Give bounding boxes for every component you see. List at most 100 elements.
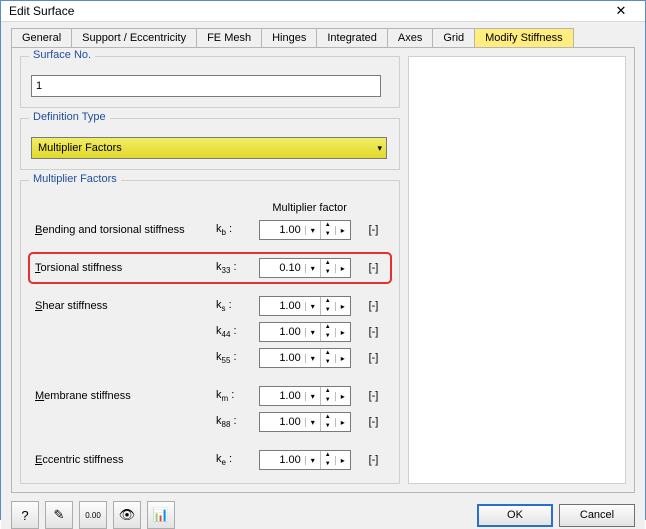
factor-value: 1.00 xyxy=(260,224,305,236)
factor-symbol: km : xyxy=(212,383,255,409)
cancel-button[interactable]: Cancel xyxy=(559,504,635,527)
tab-modify-stiffness[interactable]: Modify Stiffness xyxy=(474,28,573,47)
step-down-icon[interactable]: ▼ xyxy=(321,332,335,341)
chevron-down-icon[interactable]: ▾ xyxy=(305,328,320,337)
surface-no-input[interactable] xyxy=(31,75,381,97)
step-up-icon[interactable]: ▲ xyxy=(321,221,335,230)
chevron-down-icon[interactable]: ▾ xyxy=(305,226,320,235)
step-up-icon[interactable]: ▲ xyxy=(321,413,335,422)
legend-surface-no: Surface No. xyxy=(29,49,95,61)
factor-value: 0.10 xyxy=(260,262,305,274)
factor-row: Torsional stiffnessk33 :0.10▾▲▼▸[-] xyxy=(31,255,389,281)
factor-row: Membrane stiffnesskm :1.00▾▲▼▸ [-] xyxy=(31,383,389,409)
factor-row: k55 :1.00▾▲▼▸ [-] xyxy=(31,345,389,371)
help-icon[interactable]: ? xyxy=(11,501,39,529)
column-header-factor: Multiplier factor xyxy=(255,199,365,217)
chevron-down-icon[interactable]: ▾ xyxy=(305,418,320,427)
preview-panel xyxy=(408,56,626,484)
factor-symbol: k33 : xyxy=(212,255,255,281)
factor-unit: [-] xyxy=(365,255,389,281)
step-down-icon[interactable]: ▼ xyxy=(321,396,335,405)
close-button[interactable]: ✕ xyxy=(601,1,641,21)
chevron-down-icon[interactable]: ▾ xyxy=(305,302,320,311)
eye-icon[interactable]: 👁 xyxy=(113,501,141,529)
factor-label: Eccentric stiffness xyxy=(31,447,212,473)
step-down-icon[interactable]: ▼ xyxy=(321,306,335,315)
spinner-extra-icon[interactable]: ▸ xyxy=(335,226,350,235)
factor-row: Bending and torsional stiffnesskb :1.00▾… xyxy=(31,217,389,243)
step-up-icon[interactable]: ▲ xyxy=(321,323,335,332)
factor-label: Membrane stiffness xyxy=(31,383,212,409)
factor-spinner[interactable]: 1.00▾▲▼▸ xyxy=(259,348,351,368)
edit-surface-window: Edit Surface ✕ GeneralSupport / Eccentri… xyxy=(0,0,646,520)
tab-integrated[interactable]: Integrated xyxy=(316,28,388,47)
step-up-icon[interactable]: ▲ xyxy=(321,259,335,268)
factor-value: 1.00 xyxy=(260,326,305,338)
step-up-icon[interactable]: ▲ xyxy=(321,349,335,358)
tab-page-modify-stiffness: Surface No. Definition Type Multiplier F… xyxy=(11,48,635,493)
factor-spinner[interactable]: 0.10▾▲▼▸ xyxy=(259,258,351,278)
spinner-extra-icon[interactable]: ▸ xyxy=(335,456,350,465)
definition-type-combo[interactable]: Multiplier Factors ▾ xyxy=(31,137,387,159)
factor-label xyxy=(31,409,212,435)
edit-icon[interactable]: ✎ xyxy=(45,501,73,529)
factor-spinner[interactable]: 1.00▾▲▼▸ xyxy=(259,296,351,316)
ok-button[interactable]: OK xyxy=(477,504,553,527)
chevron-down-icon: ▾ xyxy=(377,143,382,154)
factor-label: Bending and torsional stiffness xyxy=(31,217,212,243)
factor-spinner[interactable]: 1.00▾▲▼▸ xyxy=(259,412,351,432)
factor-value: 1.00 xyxy=(260,416,305,428)
factor-symbol: ks : xyxy=(212,293,255,319)
step-down-icon[interactable]: ▼ xyxy=(321,358,335,367)
step-up-icon[interactable]: ▲ xyxy=(321,451,335,460)
factor-symbol: k88 : xyxy=(212,409,255,435)
factor-unit: [-] xyxy=(365,383,389,409)
factor-spinner[interactable]: 1.00▾▲▼▸ xyxy=(259,322,351,342)
factor-spinner[interactable]: 1.00▾▲▼▸ xyxy=(259,386,351,406)
factor-unit: [-] xyxy=(365,345,389,371)
factor-unit: [-] xyxy=(365,293,389,319)
spinner-extra-icon[interactable]: ▸ xyxy=(335,392,350,401)
step-down-icon[interactable]: ▼ xyxy=(321,230,335,239)
factor-symbol: ke : xyxy=(212,447,255,473)
tab-fe-mesh[interactable]: FE Mesh xyxy=(196,28,262,47)
factor-symbol: k55 : xyxy=(212,345,255,371)
factor-row: Shear stiffnessks :1.00▾▲▼▸[-] xyxy=(31,293,389,319)
spinner-extra-icon[interactable]: ▸ xyxy=(335,328,350,337)
chevron-down-icon[interactable]: ▾ xyxy=(305,264,320,273)
step-up-icon[interactable]: ▲ xyxy=(321,387,335,396)
value-icon[interactable]: 0.00 xyxy=(79,501,107,529)
factor-unit: [-] xyxy=(365,409,389,435)
definition-type-value: Multiplier Factors xyxy=(38,142,122,154)
step-down-icon[interactable]: ▼ xyxy=(321,268,335,277)
titlebar: Edit Surface ✕ xyxy=(1,1,645,22)
factor-spinner[interactable]: 1.00▾▲▼▸ xyxy=(259,450,351,470)
step-down-icon[interactable]: ▼ xyxy=(321,460,335,469)
spinner-extra-icon[interactable]: ▸ xyxy=(335,418,350,427)
multiplier-factors-table: Multiplier factor Bending and torsional … xyxy=(31,199,389,473)
tab-grid[interactable]: Grid xyxy=(432,28,475,47)
spinner-extra-icon[interactable]: ▸ xyxy=(335,264,350,273)
factor-row: Eccentric stiffnesske :1.00▾▲▼▸ [-] xyxy=(31,447,389,473)
tab-support-eccentricity[interactable]: Support / Eccentricity xyxy=(71,28,197,47)
tab-strip: GeneralSupport / EccentricityFE MeshHing… xyxy=(11,28,635,48)
tab-axes[interactable]: Axes xyxy=(387,28,433,47)
spinner-extra-icon[interactable]: ▸ xyxy=(335,354,350,363)
factor-unit: [-] xyxy=(365,447,389,473)
factor-spinner[interactable]: 1.00▾▲▼▸ xyxy=(259,220,351,240)
factor-row: k88 :1.00▾▲▼▸[-] xyxy=(31,409,389,435)
step-up-icon[interactable]: ▲ xyxy=(321,297,335,306)
chevron-down-icon[interactable]: ▾ xyxy=(305,354,320,363)
step-down-icon[interactable]: ▼ xyxy=(321,422,335,431)
group-surface-no: Surface No. xyxy=(20,56,400,108)
tab-hinges[interactable]: Hinges xyxy=(261,28,317,47)
factor-value: 1.00 xyxy=(260,300,305,312)
spinner-extra-icon[interactable]: ▸ xyxy=(335,302,350,311)
chart-icon[interactable]: 📊 xyxy=(147,501,175,529)
tab-general[interactable]: General xyxy=(11,28,72,47)
chevron-down-icon[interactable]: ▾ xyxy=(305,456,320,465)
factor-row: k44 :1.00▾▲▼▸[-] xyxy=(31,319,389,345)
group-definition-type: Definition Type Multiplier Factors ▾ xyxy=(20,118,400,170)
factor-label xyxy=(31,345,212,371)
chevron-down-icon[interactable]: ▾ xyxy=(305,392,320,401)
